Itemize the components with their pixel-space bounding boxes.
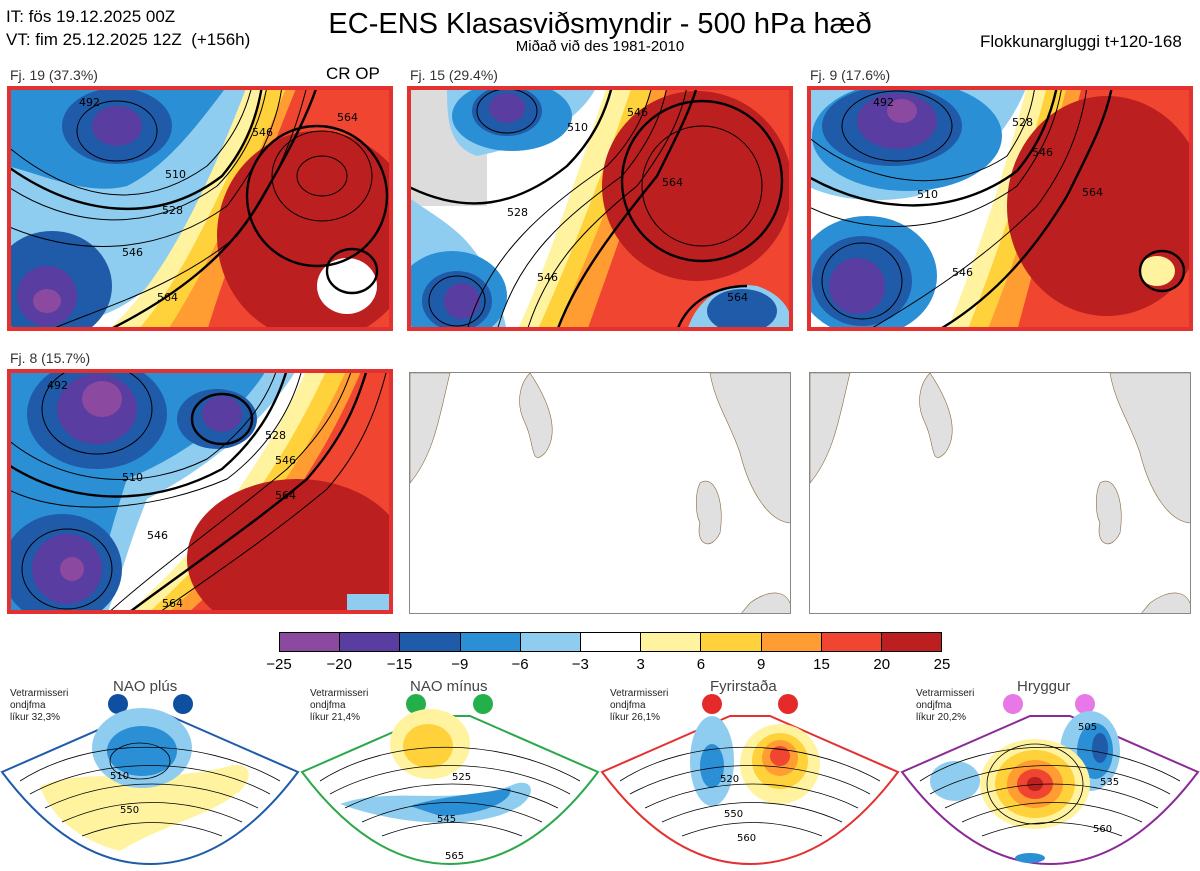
contour-label: 492 (873, 96, 894, 109)
contour-label: 492 (47, 379, 68, 392)
regime-info: Vetrarmisseri ondjfma líkur 32,3% (10, 688, 69, 723)
empty-map-6 (809, 372, 1191, 614)
colorbar-tick: 20 (873, 656, 891, 673)
cluster-label-1: Fj. 19 (37.3%) (10, 67, 98, 83)
contour-label: 528 (1012, 116, 1033, 129)
cluster-label-4: Fj. 8 (15.7%) (10, 350, 91, 366)
colorbar-swatch (460, 633, 521, 651)
colorbar-swatch (520, 633, 581, 651)
colorbar-swatch (580, 633, 642, 651)
regime-contour: 510 (110, 771, 129, 782)
cluster-map-1[interactable]: 492 510 528 546 564 546 564 (7, 86, 393, 331)
colorbar (279, 632, 942, 652)
contour-label: 510 (122, 471, 143, 484)
colorbar-swatch (821, 633, 882, 651)
colorbar-tick: −6 (511, 656, 529, 673)
contour-label: 546 (147, 529, 168, 542)
contour-label: 510 (917, 188, 938, 201)
contour-label: 564 (275, 489, 296, 502)
colorbar-swatch (400, 633, 461, 651)
contour-label: 492 (79, 96, 100, 109)
cr-op-label: CR OP (326, 64, 380, 83)
contour-label: 510 (165, 168, 186, 181)
regime-contour: 505 (1078, 722, 1097, 733)
contour-label: 546 (1032, 146, 1053, 159)
cluster-map-3[interactable]: 492 510 528 546 564 546 (807, 86, 1193, 331)
valid-time: VT: fim 25.12.2025 12Z (+156h) (6, 30, 251, 49)
page-subtitle: Miðað við des 1981-2010 (515, 38, 685, 55)
classification-window: Flokkunargluggi t+120-168 (980, 32, 1182, 51)
page-title: EC-ENS Klasasviðsmyndir - 500 hPa hæð (328, 8, 872, 40)
contour-label: 510 (567, 121, 588, 134)
contour-label: 564 (157, 291, 178, 304)
cluster-label-3: Fj. 9 (17.6%) (810, 67, 891, 83)
contour-label: 546 (537, 271, 558, 284)
regime-contour: 520 (720, 774, 739, 785)
colorbar-swatch (280, 633, 341, 651)
regime-contour: 550 (120, 805, 139, 816)
regime-blocking[interactable]: Fyrirstaða Vetrarmisseri ondjfma líkur 26,… (600, 676, 900, 871)
colorbar-tick: −9 (451, 656, 469, 673)
contour-label: 546 (952, 266, 973, 279)
regime-contour: 560 (1093, 824, 1112, 835)
empty-map-5 (409, 372, 791, 614)
cluster-label-2: Fj. 15 (29.4%) (410, 67, 498, 83)
colorbar-tick: 9 (757, 656, 766, 673)
cluster-map-2[interactable]: 510 528 546 564 546 564 (407, 86, 793, 331)
colorbar-swatch (701, 633, 762, 651)
regime-nao-minus[interactable]: NAO mínus Vetrarmisseri ondjfma líkur 21,4… (300, 676, 600, 871)
regime-ridge[interactable]: Hryggur Vetrarmisseri ondjfma líkur 20,2% … (900, 676, 1200, 871)
contour-label: 546 (275, 454, 296, 467)
contour-label: 528 (265, 429, 286, 442)
regime-name: NAO mínus (410, 678, 488, 695)
regime-info: Vetrarmisseri ondjfma líkur 21,4% (310, 688, 369, 723)
regime-name: Fyrirstaða (710, 678, 777, 695)
regime-info: Vetrarmisseri ondjfma líkur 20,2% (916, 688, 975, 723)
regime-contour: 560 (737, 833, 756, 844)
contour-label: 546 (252, 126, 273, 139)
contour-label: 564 (1082, 186, 1103, 199)
colorbar-tick: 25 (933, 656, 951, 673)
contour-label: 528 (507, 206, 528, 219)
contour-label: 546 (122, 246, 143, 259)
colorbar-tick: 15 (813, 656, 830, 673)
contour-label: 564 (727, 291, 748, 304)
cluster-map-4[interactable]: 492 510 528 546 564 546 564 (7, 369, 393, 614)
regime-contour: 550 (724, 809, 743, 820)
contour-label: 564 (337, 111, 358, 124)
colorbar-tick: 6 (696, 656, 706, 673)
regime-info: Vetrarmisseri ondjfma líkur 26,1% (610, 688, 669, 723)
regime-name: NAO plús (113, 678, 178, 695)
colorbar-tick: −25 (266, 656, 292, 673)
colorbar-tick: −15 (386, 656, 413, 673)
colorbar-tick: 3 (636, 656, 645, 673)
contour-label: 546 (627, 106, 648, 119)
regime-nao-plus[interactable]: NAO plús Vetrarmisseri ondjfma líkur 32,3%… (0, 676, 300, 871)
regime-contour: 525 (452, 772, 471, 783)
colorbar-swatch (881, 633, 942, 651)
regime-name: Hryggur (1017, 678, 1071, 695)
init-time: IT: fös 19.12.2025 00Z (6, 7, 176, 26)
colorbar-tick: −3 (571, 656, 589, 673)
regime-contour: 535 (1100, 777, 1119, 788)
contour-label: 528 (162, 204, 183, 217)
contour-label: 564 (162, 597, 183, 610)
regime-contour: 545 (437, 814, 456, 825)
regime-contour: 565 (445, 851, 464, 862)
colorbar-swatch (340, 633, 401, 651)
colorbar-tick: −20 (326, 656, 352, 673)
contour-label: 564 (662, 176, 683, 189)
colorbar-swatch (761, 633, 822, 651)
colorbar-swatch (641, 633, 702, 651)
